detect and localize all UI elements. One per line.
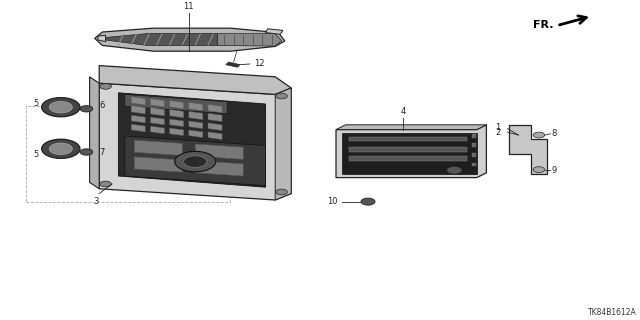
Circle shape [361,198,375,205]
Circle shape [533,167,545,172]
Polygon shape [99,66,291,94]
Circle shape [533,132,545,138]
Circle shape [276,93,287,99]
Polygon shape [266,29,283,34]
Circle shape [100,84,111,89]
Circle shape [100,181,111,187]
Polygon shape [131,124,145,132]
Text: 2: 2 [495,128,500,137]
Polygon shape [99,83,291,200]
Text: 9: 9 [552,166,557,175]
Polygon shape [170,109,184,118]
Polygon shape [275,88,291,200]
Polygon shape [208,113,222,122]
Text: 12: 12 [254,59,264,68]
Polygon shape [170,100,184,109]
Polygon shape [150,126,164,134]
Polygon shape [131,115,145,123]
Circle shape [80,106,93,112]
Polygon shape [342,133,477,174]
Bar [472,153,476,157]
Bar [472,163,476,166]
Circle shape [42,98,80,117]
Polygon shape [106,34,218,45]
Circle shape [80,149,93,155]
Polygon shape [195,161,243,176]
Polygon shape [90,77,99,189]
Polygon shape [125,136,266,186]
Text: 7: 7 [100,148,105,157]
Text: 6: 6 [100,101,105,110]
Circle shape [49,101,72,113]
Polygon shape [150,108,164,116]
Bar [472,134,476,138]
Bar [349,156,467,161]
Polygon shape [134,140,182,156]
Bar [349,137,467,141]
Polygon shape [189,130,203,138]
Polygon shape [189,121,203,129]
Circle shape [447,166,462,174]
Polygon shape [131,106,145,114]
Polygon shape [131,97,145,105]
Polygon shape [218,34,282,46]
Bar [472,143,476,147]
Text: 1: 1 [495,124,500,132]
Polygon shape [170,128,184,136]
Text: 4: 4 [401,107,406,116]
Circle shape [42,139,80,158]
Circle shape [49,143,72,155]
Polygon shape [98,35,106,42]
Polygon shape [95,28,285,51]
Polygon shape [150,117,164,125]
Polygon shape [208,132,222,140]
Polygon shape [125,94,227,114]
Text: TK84B1612A: TK84B1612A [588,308,637,317]
Text: 11: 11 [184,2,194,11]
Circle shape [175,151,216,172]
Polygon shape [118,93,266,187]
Polygon shape [189,102,203,111]
Polygon shape [226,62,240,67]
Polygon shape [134,157,182,172]
Text: 8: 8 [552,129,557,138]
Circle shape [184,156,207,167]
Circle shape [276,189,287,195]
Text: 10: 10 [327,197,337,206]
Text: FR.: FR. [533,20,554,30]
Polygon shape [208,104,222,113]
Bar [349,147,467,152]
Polygon shape [509,125,547,174]
Text: 3: 3 [93,197,99,206]
Polygon shape [195,144,243,159]
Polygon shape [189,111,203,120]
Text: 5: 5 [34,100,39,108]
Polygon shape [208,123,222,131]
Polygon shape [150,99,164,107]
Polygon shape [336,125,486,178]
Polygon shape [170,119,184,127]
Text: 5: 5 [34,150,39,159]
Polygon shape [336,125,486,130]
